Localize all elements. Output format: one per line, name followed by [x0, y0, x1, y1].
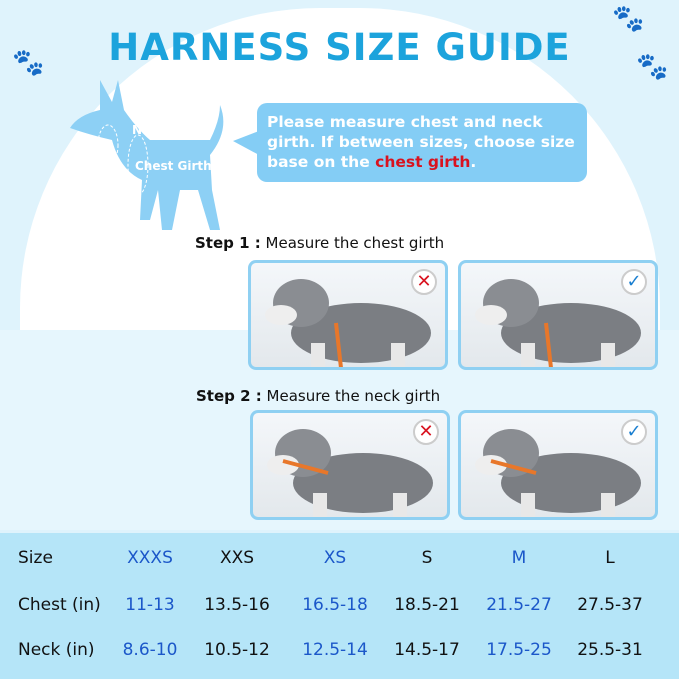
chest-girth-highlight: chest girth [375, 153, 471, 171]
neck-girth-label: Neck Girth [132, 123, 204, 137]
chest-row: Chest (in) 11-13 13.5-16 16.5-18 18.5-21 21.5… [0, 595, 679, 625]
chest-cell: 13.5-16 [204, 595, 270, 615]
x-icon: ✕ [413, 419, 439, 445]
neck-cell: 10.5-12 [204, 640, 270, 660]
x-icon: ✕ [411, 269, 437, 295]
neck-row: Neck (in) 8.6-10 10.5-12 12.5-14 14.5-17 17.5… [0, 640, 679, 670]
check-icon: ✓ [621, 269, 647, 295]
sizes-cell: M [511, 548, 527, 568]
chest-girth-label: Chest Girth [135, 159, 212, 173]
step-2-photo-wrong: ✕ [250, 410, 450, 520]
chest-cell: 27.5-37 [577, 595, 643, 615]
paw-icon: 🐾 [612, 4, 645, 34]
neck-cell: 12.5-14 [302, 640, 368, 660]
sizes-cell: XS [323, 548, 347, 568]
neck-cell: 25.5-31 [577, 640, 643, 660]
sizes-cell: XXS [219, 548, 255, 568]
step-2-photo-correct: ✓ [458, 410, 658, 520]
size-row: Size XXXS XXS XS S M L [0, 548, 679, 578]
instruction-bubble: Please measure chest and neck girth. If … [233, 103, 587, 182]
dog-silhouette-diagram: Neck Girth Chest Girth [70, 80, 224, 230]
step-1-photo-wrong: ✕ [248, 260, 448, 370]
chest-cell: 11-13 [125, 595, 175, 615]
size-table: Size XXXS XXS XS S M L Chest (in) 11-13 13.5-16 1… [0, 533, 679, 679]
neck-cell: 8.6-10 [122, 640, 178, 660]
step-1-heading: Step 1 : Measure the chest girth [195, 234, 445, 252]
paw-icon: 🐾 [636, 52, 669, 82]
check-icon: ✓ [621, 419, 647, 445]
chest-cell: 18.5-21 [394, 595, 460, 615]
chest-cell: 16.5-18 [302, 595, 368, 615]
step-2-heading: Step 2 : Measure the neck girth [196, 387, 441, 405]
page-title: HARNESS SIZE GUIDE [108, 26, 571, 69]
paw-icon: 🐾 [12, 48, 45, 78]
neck-cell: 14.5-17 [394, 640, 460, 660]
step-1-photo-correct: ✓ [458, 260, 658, 370]
sizes-cell: S [421, 548, 433, 568]
sizes-cell: L [605, 548, 615, 568]
neck-cell: 17.5-25 [486, 640, 552, 660]
sizes-cell: XXXS [127, 548, 173, 568]
chest-cell: 21.5-27 [486, 595, 552, 615]
